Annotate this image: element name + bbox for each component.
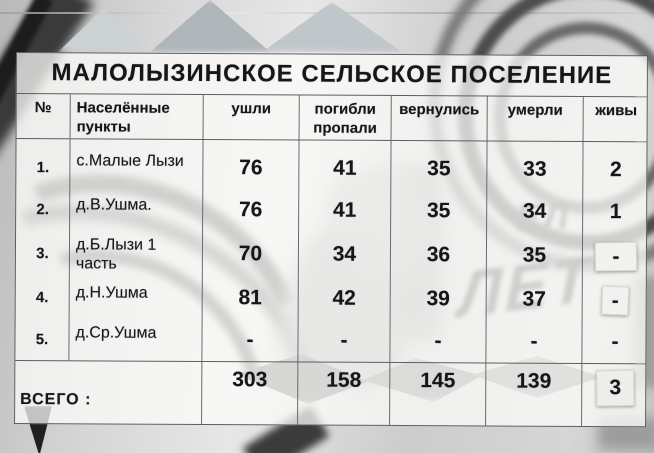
cell-value: 1: [609, 200, 622, 224]
cell-value: 39: [426, 287, 450, 311]
row-number: 1.: [36, 158, 50, 176]
column-row-numbers: 1. 2. 3. 4. 5.: [15, 139, 69, 360]
results-table: МАЛОЛЫЗИНСКОЕ СЕЛЬСКОЕ ПОСЕЛЕНИЕ № Насел…: [14, 52, 649, 428]
total-alive-sticker: 3: [581, 363, 648, 427]
column-alive: 2 1 - - -: [581, 141, 649, 364]
cell-value: 33: [523, 157, 547, 181]
cell-value: 35: [522, 243, 547, 267]
column-died-missing: 41 41 34 42 -: [297, 140, 391, 362]
total-returned: 145: [389, 362, 486, 426]
cell-value: 36: [426, 243, 451, 267]
column-header-died-missing: погибли пропали: [298, 95, 391, 140]
settlement-name: д.Б.Лызи 1 часть: [75, 236, 157, 273]
column-header-settlements: Населённые пункты: [69, 94, 203, 139]
column-header-left-for-war: ушли: [202, 94, 299, 140]
paper-sticker: -: [583, 232, 648, 280]
settlement-name: с.Малые Лызи: [76, 152, 184, 170]
column-returned: 35 35 36 39 -: [389, 140, 487, 363]
table-title: МАЛОЛЫЗИНСКОЕ СЕЛЬСКОЕ ПОСЕЛЕНИЕ: [51, 59, 613, 90]
cell-value: -: [340, 328, 348, 352]
cell-value: -: [594, 241, 637, 271]
cell-value: -: [434, 329, 442, 353]
cell-value: 70: [238, 242, 263, 266]
cell-value: -: [530, 329, 538, 353]
cell-value: 41: [333, 156, 357, 180]
cell-value: 35: [427, 157, 451, 181]
paper-sticker: -: [583, 280, 648, 320]
settlement-name: д.Н.Ушма: [75, 284, 148, 302]
row-number: 2.: [36, 200, 49, 218]
cell-value: -: [246, 328, 254, 352]
table-header-row: № Населённые пункты ушли погибли пропали…: [16, 93, 649, 142]
cell-value: 34: [522, 199, 547, 223]
table-body: 1. 2. 3. 4. 5. с.Малые Лызи д.В.Ушма. д.…: [15, 138, 649, 364]
total-died: 139: [485, 363, 582, 426]
cell-value: 35: [426, 199, 451, 223]
total-left-for-war: 303: [201, 361, 298, 425]
column-header-alive: живы: [582, 96, 649, 142]
total-label: ВСЕГО :: [20, 391, 92, 409]
cell-value: 2: [609, 158, 622, 182]
column-settlement-names: с.Малые Лызи д.В.Ушма. д.Б.Лызи 1 часть …: [68, 139, 203, 361]
column-header-num: №: [34, 99, 52, 117]
table-total-row: ВСЕГО : 303 158 145 139 3: [15, 360, 648, 427]
photo-artifact-triangle: [262, 2, 402, 52]
photo-artifact-fold-line: [0, 12, 654, 14]
row-number: 3.: [36, 244, 49, 262]
photo-artifact-triangle: [58, 8, 150, 52]
row-number: 5.: [35, 330, 49, 348]
cell-value: 76: [238, 198, 263, 222]
settlement-name: д.Ср.Ушма: [75, 324, 157, 342]
column-header-died: умерли: [486, 96, 583, 141]
total-died-missing: 158: [297, 362, 390, 425]
cell-value: -: [611, 330, 619, 354]
cell-value: 37: [522, 287, 546, 311]
cell-value: -: [601, 285, 630, 316]
settlement-name: д.В.Ушма.: [76, 196, 152, 214]
photo-artifact-triangle: [150, 0, 270, 52]
cell-value: 41: [332, 198, 357, 222]
column-died: 33 34 35 37 -: [485, 141, 583, 363]
cell-value: 81: [238, 286, 262, 310]
cell-value: 34: [332, 242, 357, 266]
total-alive-value: 3: [595, 369, 634, 407]
column-left-for-war: 76 76 70 81 -: [201, 139, 299, 362]
column-header-returned: вернулись: [390, 95, 487, 141]
row-number: 4.: [35, 288, 49, 306]
cell-value: 76: [239, 156, 263, 180]
cell-value: 42: [332, 286, 356, 310]
